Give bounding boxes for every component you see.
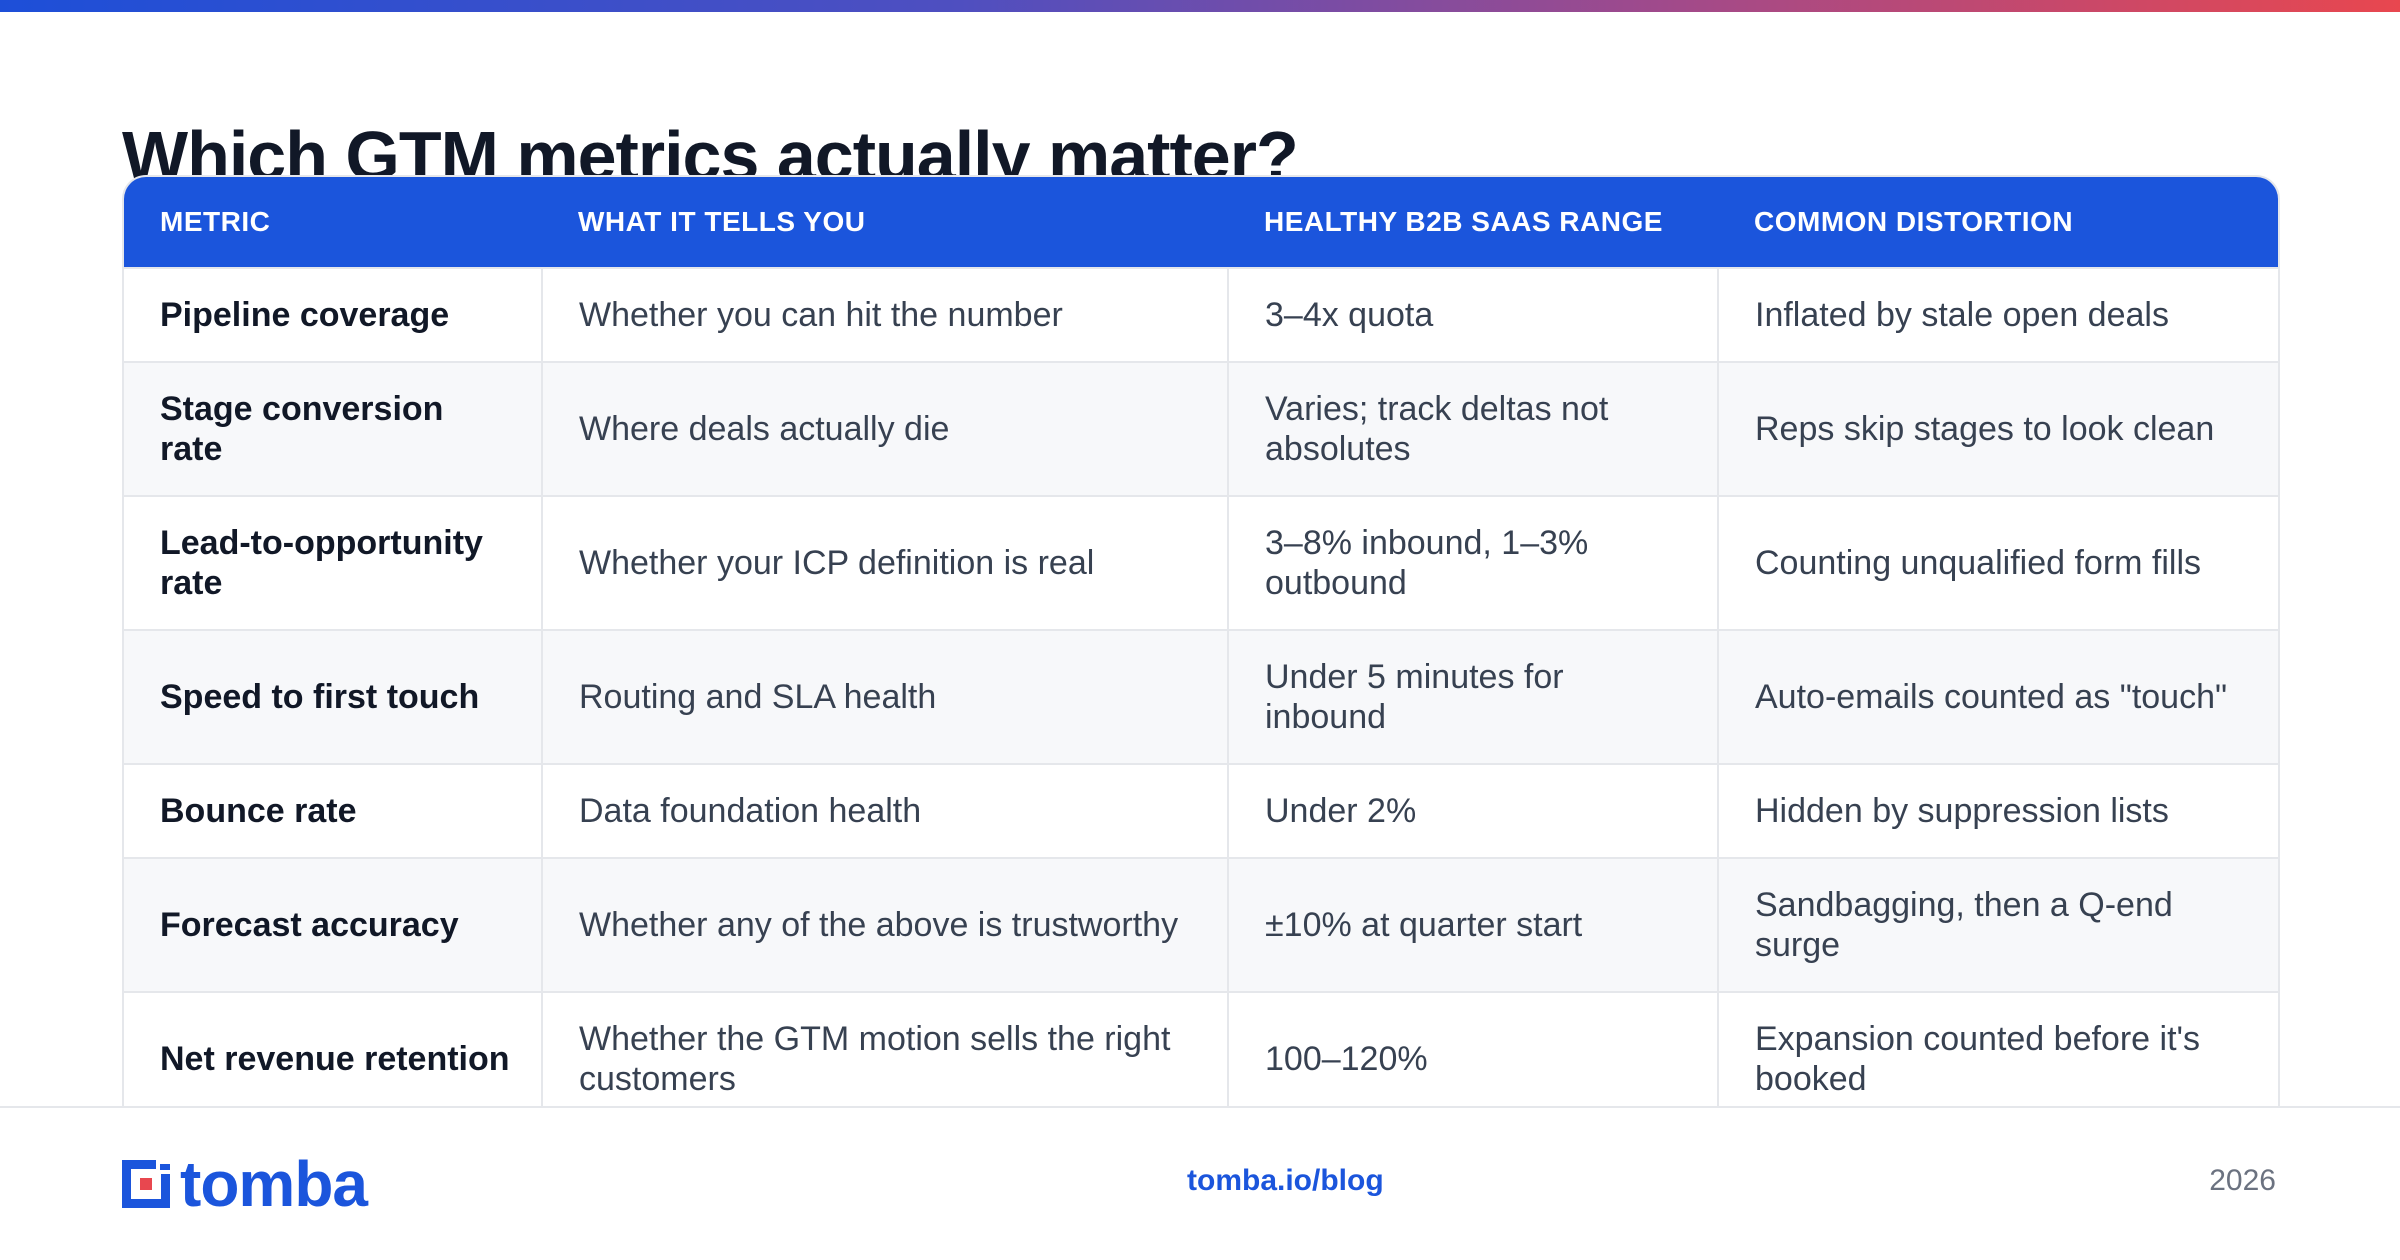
distortion-cell: Counting unqualified form fills — [1718, 495, 2278, 630]
distortion-cell: Inflated by stale open deals — [1718, 267, 2278, 362]
top-gradient-bar — [0, 0, 2400, 12]
distortion-cell: Auto-emails counted as "touch" — [1718, 629, 2278, 764]
tomba-logo-icon — [122, 1160, 170, 1208]
table-row: Pipeline coverage Whether you can hit th… — [124, 267, 2278, 362]
distortion-cell: Hidden by suppression lists — [1718, 763, 2278, 858]
page-title: Which GTM metrics actually matter? — [122, 117, 1298, 186]
insight-cell: Whether you can hit the number — [542, 267, 1229, 362]
range-cell: Varies; track deltas not absolutes — [1228, 361, 1719, 496]
header-healthy-range: HEALTHY B2B SAAS RANGE — [1228, 177, 1718, 268]
blog-url-link[interactable]: tomba.io/blog — [1187, 1164, 1384, 1197]
metrics-table: METRIC WHAT IT TELLS YOU HEALTHY B2B SAA… — [122, 175, 2280, 1129]
tomba-logo-text: tomba — [180, 1148, 368, 1220]
range-cell: 3–4x quota — [1228, 267, 1719, 362]
metric-cell: Bounce rate — [124, 763, 543, 858]
table-row: Lead-to-opportunity rate Whether your IC… — [124, 495, 2278, 630]
footer-year: 2026 — [2209, 1164, 2276, 1197]
range-cell: Under 2% — [1228, 763, 1719, 858]
range-cell: 100–120% — [1228, 991, 1719, 1125]
insight-cell: Whether any of the above is trustworthy — [542, 857, 1229, 992]
distortion-cell: Expansion counted before it's booked — [1718, 991, 2278, 1125]
table-header-row: METRIC WHAT IT TELLS YOU HEALTHY B2B SAA… — [124, 177, 2278, 268]
table-row: Bounce rate Data foundation health Under… — [124, 763, 2278, 858]
insight-cell: Whether your ICP definition is real — [542, 495, 1229, 630]
insight-cell: Routing and SLA health — [542, 629, 1229, 764]
table-row: Forecast accuracy Whether any of the abo… — [124, 857, 2278, 992]
header-metric: METRIC — [124, 177, 542, 268]
metric-cell: Lead-to-opportunity rate — [124, 495, 543, 630]
range-cell: 3–8% inbound, 1–3% outbound — [1228, 495, 1719, 630]
insight-cell: Where deals actually die — [542, 361, 1229, 496]
range-cell: Under 5 minutes for inbound — [1228, 629, 1719, 764]
insight-cell: Data foundation health — [542, 763, 1229, 858]
metric-cell: Forecast accuracy — [124, 857, 543, 992]
insight-cell: Whether the GTM motion sells the right c… — [542, 991, 1229, 1125]
distortion-cell: Reps skip stages to look clean — [1718, 361, 2278, 496]
table-row: Net revenue retention Whether the GTM mo… — [124, 991, 2278, 1125]
footer — [0, 1108, 2400, 1260]
table-row: Speed to first touch Routing and SLA hea… — [124, 629, 2278, 764]
metric-cell: Pipeline coverage — [124, 267, 543, 362]
distortion-cell: Sandbagging, then a Q-end surge — [1718, 857, 2278, 992]
footer-divider — [0, 1106, 2400, 1108]
header-common-distortion: COMMON DISTORTION — [1718, 177, 2278, 268]
range-cell: ±10% at quarter start — [1228, 857, 1719, 992]
metric-cell: Net revenue retention — [124, 991, 543, 1125]
table-row: Stage conversion rate Where deals actual… — [124, 361, 2278, 496]
tomba-logo[interactable]: tomba — [122, 1148, 368, 1220]
header-what-it-tells-you: WHAT IT TELLS YOU — [542, 177, 1228, 268]
metric-cell: Stage conversion rate — [124, 361, 543, 496]
metric-cell: Speed to first touch — [124, 629, 543, 764]
